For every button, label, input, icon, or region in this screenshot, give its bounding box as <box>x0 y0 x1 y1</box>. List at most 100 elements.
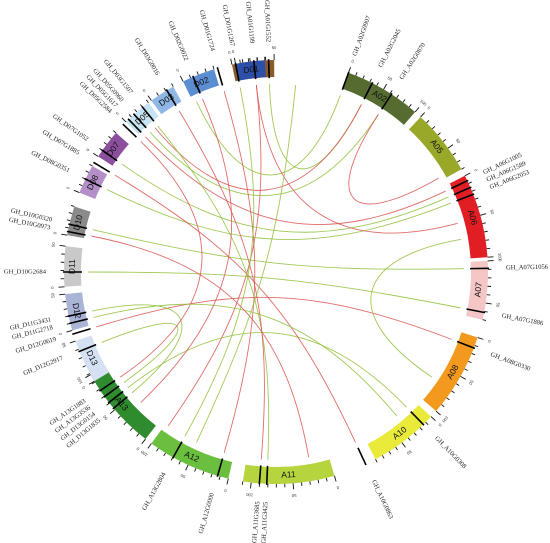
tick-label: 0 <box>473 168 479 173</box>
gene-label: GH_A01G1199 <box>244 1 255 44</box>
chromosome-ring: 050A01050100A02050A05050100A06050A070501… <box>50 45 503 498</box>
synteny-link <box>121 163 449 233</box>
chromosome-tick <box>89 163 93 167</box>
chromosome-tick <box>460 376 466 380</box>
chromosome-tick <box>59 293 66 296</box>
synteny-link <box>93 303 398 417</box>
chromosome-tick <box>389 90 393 94</box>
chromosome-tick <box>426 119 430 124</box>
gene-marker <box>258 465 262 485</box>
gene-label: GH_D08G0351 <box>30 150 71 175</box>
chromosome-tick <box>369 78 372 83</box>
chromosome-tick <box>109 409 116 414</box>
chromosome-tick <box>485 239 490 241</box>
chromosome-tick <box>241 481 244 485</box>
synteny-link <box>268 84 362 170</box>
chromosome-tick <box>455 383 460 386</box>
chromosome-tick <box>156 92 159 96</box>
tick-label: 0 <box>426 105 432 111</box>
chromosome-tick <box>325 477 328 482</box>
chromosome-tick <box>66 330 73 333</box>
tick-label: 50 <box>405 449 412 456</box>
gene-label: GH_A01G1552 <box>263 0 271 42</box>
chromosome-tick <box>63 308 68 310</box>
synteny-link <box>196 84 297 443</box>
chromosome-tick <box>402 99 406 103</box>
gene-marker <box>252 60 257 80</box>
chromosome-tick <box>471 189 476 192</box>
tick-label: 0 <box>81 385 87 390</box>
chromosome-d03 <box>151 86 182 115</box>
chromosome-tick <box>451 390 455 394</box>
chromosome-tick <box>61 233 68 236</box>
gene-label: GH_A02G0870 <box>398 41 427 81</box>
gene-label: GH_D01G1724 <box>198 9 217 52</box>
chromosome-tick <box>68 212 73 214</box>
gene-marker <box>66 230 86 236</box>
gene-marker <box>265 465 269 485</box>
chromosome-tick <box>419 427 423 431</box>
chromosome-tick <box>70 204 75 207</box>
chromosome-tick <box>113 130 117 134</box>
gene-marker <box>380 92 393 110</box>
tick-label: 0 <box>486 339 492 343</box>
chromosome-a05 <box>408 116 462 178</box>
chromosome-tick <box>468 181 472 184</box>
tick-label: 0 <box>142 87 147 93</box>
tick-label: 50 <box>179 473 186 480</box>
gene-label: GH_D01G1267 <box>221 4 236 47</box>
chromosome-d13 <box>75 335 109 382</box>
chromosome-tick <box>482 319 487 321</box>
tick-label: 0 <box>135 446 140 452</box>
gene-marker <box>68 223 88 230</box>
chromosome-tick <box>136 433 140 437</box>
chromosome-tick <box>441 404 445 408</box>
chromosome-tick <box>425 421 429 425</box>
gene-marker <box>466 308 486 314</box>
chromosome-d10 <box>67 206 91 239</box>
tick-label: 50 <box>387 75 394 82</box>
gene-marker <box>132 113 147 129</box>
chromosome-tick <box>230 58 233 65</box>
chromosome-tick <box>471 353 476 356</box>
chromosome-tick <box>178 461 181 465</box>
chromosome-tick <box>395 446 398 451</box>
tick-label: 100 <box>139 449 148 458</box>
chromosome-tick <box>202 471 205 475</box>
gene-label: GH_D02G0022 <box>166 20 189 62</box>
tick-label: 0 <box>351 58 356 64</box>
chromosome-tick <box>468 360 472 364</box>
gene-marker <box>107 390 124 404</box>
chromosome-tick <box>362 75 365 79</box>
tick-label: 0 <box>175 67 180 73</box>
synteny-link <box>255 84 458 234</box>
chromosome-tick <box>145 99 149 103</box>
tick-label: 0 <box>65 185 71 190</box>
gene-marker <box>101 149 118 162</box>
tick-label: 50 <box>51 241 57 247</box>
chromosome-tick <box>78 183 83 187</box>
chromosome-tick <box>430 416 436 422</box>
synteny-link <box>119 141 203 378</box>
synteny-link <box>370 238 462 378</box>
chromosome-tick <box>407 437 411 441</box>
chromosome-tick <box>381 455 385 459</box>
synteny-link <box>96 296 452 340</box>
chromosome-tick <box>86 373 91 376</box>
chromosome-tick <box>464 368 468 371</box>
chromosome-tick <box>134 109 138 113</box>
chromosome-tick <box>117 415 121 419</box>
gene-marker <box>456 193 475 202</box>
chromosome-tick <box>482 222 486 225</box>
synteny-link <box>167 84 262 427</box>
chromosome-label-a11: A11 <box>281 469 296 480</box>
chromosome-tick <box>461 167 465 170</box>
gene-marker <box>341 71 350 90</box>
chromosome-tick <box>59 244 66 247</box>
gene-marker <box>112 396 128 410</box>
chromosome-tick <box>447 144 454 149</box>
synteny-link <box>154 104 362 191</box>
chromosome-tick <box>91 381 96 385</box>
chromosome-tick <box>442 138 447 142</box>
tick-label: 0 <box>85 147 91 152</box>
